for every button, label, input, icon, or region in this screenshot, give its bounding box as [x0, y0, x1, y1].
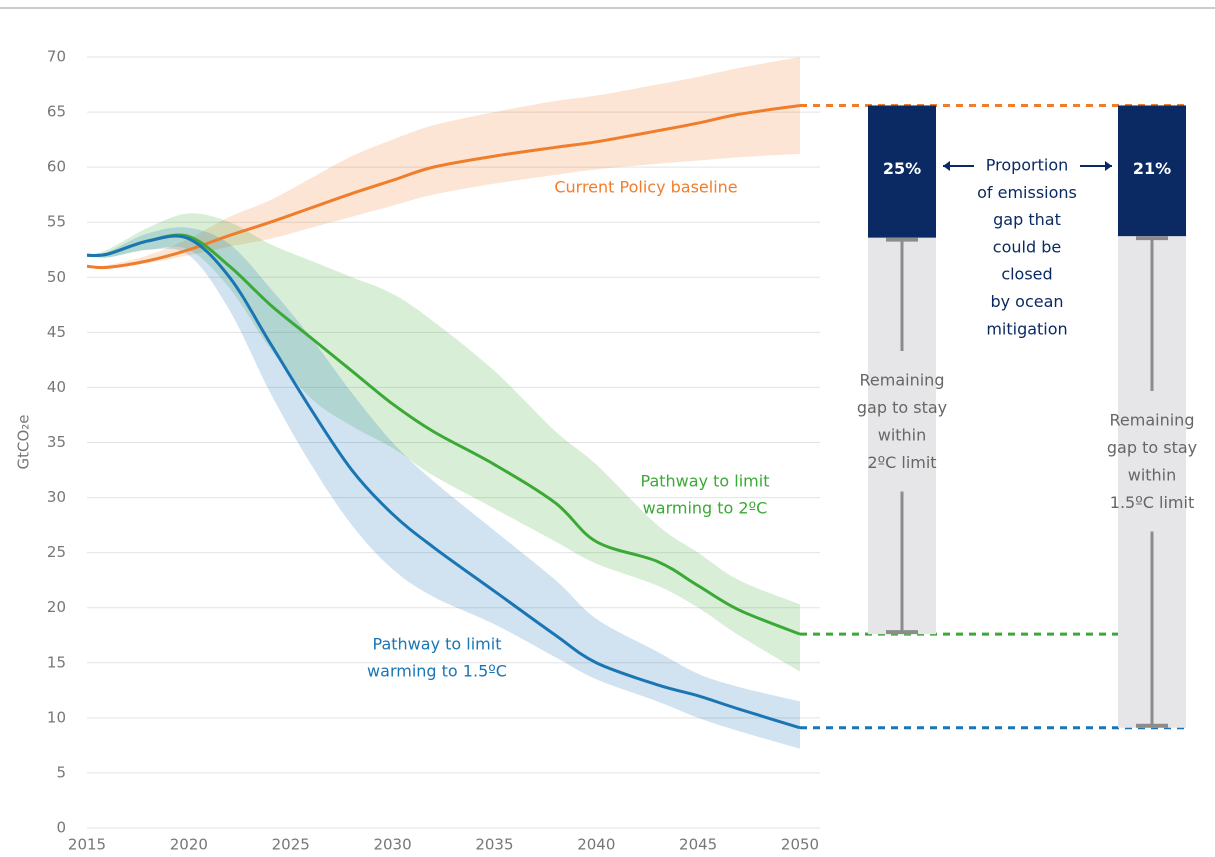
annotation: Proportion [986, 156, 1069, 175]
annotation: mitigation [986, 319, 1067, 338]
gap-note: 1.5ºC limit [1110, 493, 1194, 512]
mitigation-label: 21% [1133, 159, 1171, 178]
y-tick-label: 55 [47, 213, 66, 231]
series-label: Current Policy baseline [554, 178, 737, 197]
y-tick-label: 30 [47, 488, 66, 506]
annotation: of emissions [977, 183, 1077, 202]
series-label: Pathway to limit [373, 635, 502, 654]
gap-note: gap to stay [1107, 438, 1197, 457]
series-label: Pathway to limit [641, 472, 770, 491]
arrow-head [943, 161, 950, 171]
series-line [86, 234, 801, 730]
y-tick-label: 60 [47, 158, 66, 176]
annotation: closed [1001, 265, 1052, 284]
annotation: by ocean [990, 292, 1063, 311]
gap-note: gap to stay [857, 398, 947, 417]
y-tick-label: 20 [47, 598, 66, 616]
arrow-head [1105, 161, 1112, 171]
y-tick-label: 25 [47, 543, 66, 561]
band [87, 227, 800, 749]
y-tick-label: 45 [47, 323, 66, 341]
y-tick-label: 35 [47, 433, 66, 451]
x-tick-label: 2040 [577, 836, 615, 854]
x-tick-label: 2050 [781, 836, 819, 854]
gap-note: within [878, 426, 927, 445]
x-tick-label: 2025 [272, 836, 310, 854]
y-tick-label: 70 [47, 48, 66, 66]
x-tick-label: 2035 [475, 836, 513, 854]
band [87, 57, 800, 269]
mitigation-label: 25% [883, 159, 921, 178]
gap-note: Remaining [860, 371, 945, 390]
x-tick-label: 2020 [170, 836, 208, 854]
band [87, 213, 800, 672]
y-tick-label: 15 [47, 653, 66, 671]
series-label: warming to 1.5ºC [367, 662, 507, 681]
gap-note: 2ºC limit [867, 453, 936, 472]
y-tick-label: 5 [56, 763, 66, 781]
x-tick-label: 2030 [373, 836, 411, 854]
x-tick-label: 2045 [679, 836, 717, 854]
y-tick-label: 50 [47, 268, 66, 286]
annotation: could be [993, 237, 1061, 256]
y-tick-label: 65 [47, 103, 66, 121]
y-tick-label: 10 [47, 708, 66, 726]
series-label: warming to 2ºC [643, 499, 768, 518]
y-tick-label: 0 [56, 819, 66, 837]
mitigation-bar [1118, 105, 1186, 237]
gap-note: within [1128, 466, 1177, 485]
series-line [86, 103, 801, 270]
mitigation-bar [868, 105, 936, 238]
annotation: gap that [993, 210, 1061, 229]
x-tick-label: 2015 [68, 836, 106, 854]
y-axis-label: GtCO₂e [15, 414, 33, 469]
gap-note: Remaining [1110, 411, 1195, 430]
y-tick-label: 40 [47, 378, 66, 396]
